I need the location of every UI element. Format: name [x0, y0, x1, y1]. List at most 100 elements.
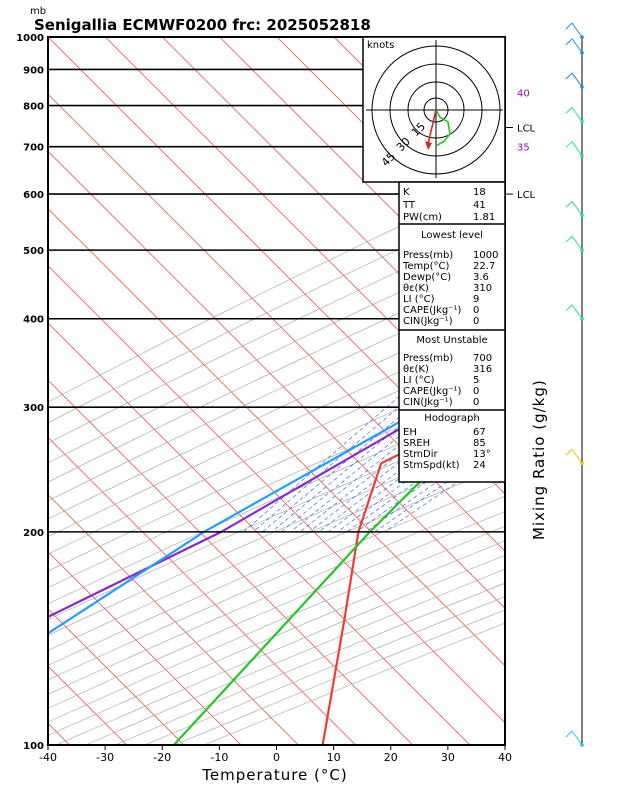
wind-barb-staff: [571, 72, 583, 88]
x-axis-label: Temperature (°C): [201, 766, 347, 784]
table-row-label: LI (°C): [403, 375, 435, 386]
table-row-value: 85: [473, 438, 486, 449]
table-row-label: Temp(°C): [402, 261, 450, 272]
tt-index-value: 41: [473, 200, 486, 211]
pressure-tick-label: 200: [23, 528, 44, 539]
table-row-label: CAPE(Jkg⁻¹): [403, 386, 461, 397]
table-row-value: 0: [473, 397, 479, 408]
wind-barb-staff: [571, 107, 583, 122]
dry-adiabat: [48, 324, 505, 538]
temperature-tick-label: 20: [384, 751, 398, 764]
table-row-label: StmSpd(kt): [403, 460, 460, 471]
isotherm: [48, 665, 128, 745]
dry-adiabat: [48, 380, 505, 588]
table-row-value: 5: [473, 375, 479, 386]
hodograph-box-title: Hodograph: [424, 413, 479, 424]
isotherm: [48, 551, 242, 745]
pressure-tick-label: 600: [23, 190, 44, 201]
tt-index-label: TT: [402, 200, 416, 211]
temperature-tick-label: -10: [210, 751, 228, 764]
wind-barb-staff: [571, 304, 583, 320]
wind-barb-flag: [565, 200, 573, 208]
temperature-axis: -40 -30 -20 -10 0 10 20 30 40: [39, 745, 512, 764]
most-unstable-rows: Press(mb) 700 θε(K) 316 LI (°C) 5 CAPE(Jkg⁻¹) 0…: [403, 353, 492, 408]
hodograph-units: knots: [367, 40, 394, 51]
wind-barb-staff: [571, 235, 583, 251]
wind-barb-staff: [571, 730, 583, 746]
table-row-value: 13°: [473, 449, 491, 460]
wind-barb-staff: [571, 200, 583, 216]
table-row-label: Press(mb): [403, 250, 453, 261]
isotherm: [48, 93, 505, 552]
indices-panel: K 18 TT 41 PW(cm) 1.81 Lowest level Pres…: [398, 181, 506, 483]
temperature-tick-label: 0: [273, 751, 280, 764]
pressure-tick-label: 800: [23, 102, 44, 113]
hodograph-trace: [435, 109, 451, 147]
table-row-value: 310: [473, 283, 492, 294]
right-label: 40: [517, 88, 530, 99]
pw-value: 1.81: [473, 212, 495, 223]
isotherm: [48, 379, 414, 745]
table-row-value: 22.7: [473, 261, 495, 272]
pressure-tick-label: 100: [23, 741, 44, 752]
isotherm: [48, 436, 356, 745]
wind-barb-flag: [565, 107, 573, 114]
most-unstable-title: Most Unstable: [416, 335, 487, 346]
right-label: 35: [517, 143, 530, 154]
wind-barb-column: [565, 22, 584, 747]
pressure-tick-label: 500: [23, 246, 44, 257]
table-row-value: 0: [473, 386, 479, 397]
dry-adiabat: [48, 362, 505, 572]
table-row-label: CIN(Jkg⁻¹): [403, 316, 453, 327]
pressure-tick-label: 400: [23, 315, 44, 326]
lowest-level-rows: Press(mb) 1000 Temp(°C) 22.7 Dewp(°C) 3.6 θε(K…: [402, 250, 498, 327]
table-row-label: CIN(Jkg⁻¹): [403, 397, 453, 408]
pressure-tick-label: 700: [23, 143, 44, 154]
table-row-label: SREH: [403, 438, 430, 449]
k-index-value: 18: [473, 187, 486, 198]
isotherm: [48, 322, 471, 745]
temperature-tick-label: 40: [498, 751, 512, 764]
right-label: LCL: [517, 190, 536, 201]
wind-barb-staff: [571, 141, 583, 156]
pressure-tick-label: 900: [23, 65, 44, 76]
wind-barb-staff: [571, 38, 583, 54]
table-row-value: 3.6: [473, 272, 489, 283]
pressure-tick-label: 300: [23, 403, 44, 414]
dry-adiabat: [48, 264, 505, 483]
y-axis-label: Mixing Ratio (g/kg): [530, 379, 548, 540]
temperature-tick-label: -40: [39, 751, 57, 764]
series-parcel: [48, 373, 505, 619]
table-row-value: 700: [473, 353, 492, 364]
wind-barb-staff: [571, 22, 583, 38]
k-index-label: K: [403, 187, 410, 198]
pw-label: PW(cm): [403, 212, 442, 223]
dry-adiabat: [48, 305, 505, 520]
isotherm: [162, 37, 505, 381]
table-row-value: 1000: [473, 250, 498, 261]
pressure-unit-label: mb: [30, 6, 46, 17]
temperature-tick-label: -30: [96, 751, 114, 764]
chart-title: Senigallia ECMWF0200 frc: 2025052818: [34, 16, 371, 34]
table-row-label: θε(K): [403, 364, 429, 375]
temperature-tick-label: -20: [153, 751, 171, 764]
temperature-tick-label: 10: [327, 751, 341, 764]
table-row-value: 67: [473, 427, 486, 438]
wind-barb-staff: [571, 448, 583, 464]
wind-barb-flag: [565, 448, 573, 456]
table-row-label: EH: [403, 427, 417, 438]
storm-motion-arrow: [427, 109, 437, 145]
wind-barb-flag: [565, 22, 573, 30]
wind-barb-flag: [565, 38, 573, 46]
right-label: LCL: [517, 124, 536, 135]
right-side-labels: LCL 35 LCL 40: [505, 88, 536, 201]
wind-barb-flag: [565, 304, 573, 312]
isotherm: [48, 494, 299, 745]
wind-barb-flag: [565, 235, 573, 243]
wind-barb-flag: [565, 730, 573, 738]
table-row-label: CAPE(Jkg⁻¹): [403, 305, 461, 316]
indices-frame: [398, 181, 506, 483]
table-row-value: 0: [473, 316, 479, 327]
